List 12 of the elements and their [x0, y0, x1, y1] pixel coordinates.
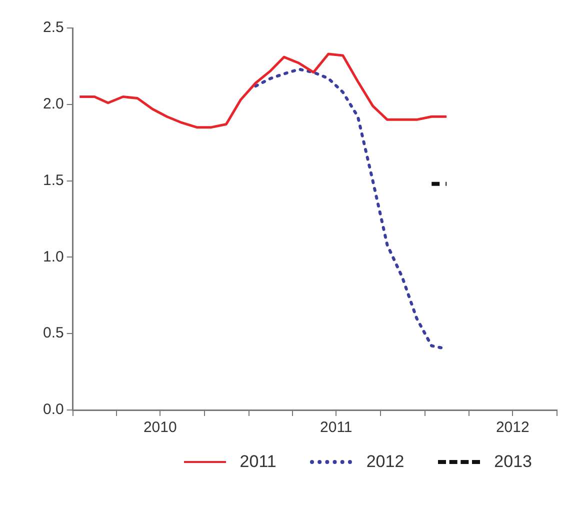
y-tick-label: 1.0 — [42, 248, 64, 266]
y-tick-label: 2.0 — [42, 96, 64, 113]
x-tick-label: 2010 — [143, 419, 177, 436]
y-tick-label: 0.5 — [42, 324, 64, 342]
y-tick-label: 1.5 — [42, 172, 64, 189]
y-tick-label: 2.5 — [42, 19, 64, 36]
legend-label: 2012 — [366, 452, 404, 472]
x-tick-label: 2012 — [496, 419, 530, 436]
legend-label: 2013 — [494, 452, 532, 472]
x-tick-label: 2011 — [320, 419, 352, 436]
y-tick-label: 0.0 — [42, 401, 64, 418]
legend-label: 2011 — [240, 452, 276, 472]
